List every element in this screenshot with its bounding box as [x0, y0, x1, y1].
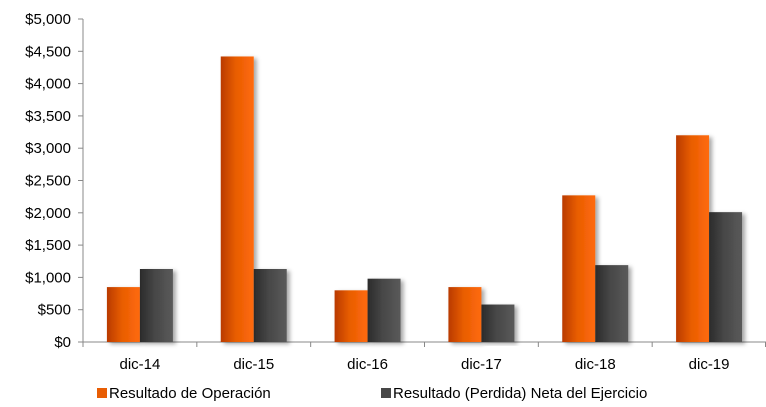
- x-tick-label: dic-14: [119, 356, 160, 373]
- bar-resultado-neto-dic-17: [481, 304, 515, 342]
- y-tick-label: $4,500: [25, 43, 71, 60]
- y-tick-label: $2,000: [25, 205, 71, 222]
- axes: [78, 18, 766, 347]
- y-tick-label: $5,000: [25, 11, 71, 28]
- y-tick-label: $500: [38, 302, 71, 319]
- x-tick-label: dic-18: [575, 356, 616, 373]
- legend-swatch-resultado-neto: [381, 388, 391, 398]
- bar-resultado-neto-dic-15: [253, 269, 287, 342]
- bar-resultado-operacion-dic-15: [220, 56, 254, 343]
- bar-resultado-operacion-dic-16: [334, 290, 368, 342]
- x-tick-label: dic-17: [461, 356, 502, 373]
- y-tick-label: $3,000: [25, 140, 71, 157]
- y-tick-label: $3,500: [25, 108, 71, 125]
- bar-resultado-neto-dic-14: [139, 269, 173, 342]
- y-tick-label: $0: [54, 334, 71, 351]
- y-tick-label: $2,500: [25, 173, 71, 190]
- legend-label-resultado-operacion: Resultado de Operación: [109, 385, 271, 402]
- bar-resultado-operacion-dic-19: [676, 135, 710, 342]
- y-tick-label: $4,000: [25, 76, 71, 93]
- legend: Resultado de Operación Resultado (Perdida…: [97, 385, 647, 402]
- axis-labels: $0 $500 $1,000 $1,500 $2,000 $2,500 $3,000 $3,5…: [25, 11, 729, 373]
- y-tick-label: $1,500: [25, 237, 71, 254]
- x-tick-label: dic-15: [233, 356, 274, 373]
- y-tick-label: $1,000: [25, 269, 71, 286]
- bar-resultado-neto-dic-18: [595, 265, 629, 342]
- legend-label-resultado-neto: Resultado (Perdida) Neta del Ejercicio: [393, 385, 647, 402]
- x-tick-label: dic-16: [347, 356, 388, 373]
- bars: [106, 56, 743, 343]
- bar-resultado-operacion-dic-17: [448, 287, 482, 342]
- x-tick-label: dic-19: [689, 356, 730, 373]
- bar-resultado-neto-dic-16: [367, 278, 401, 342]
- bar-resultado-neto-dic-19: [709, 212, 743, 342]
- legend-swatch-resultado-operacion: [97, 388, 107, 398]
- bar-resultado-operacion-dic-18: [562, 195, 596, 342]
- bar-resultado-operacion-dic-14: [106, 287, 140, 342]
